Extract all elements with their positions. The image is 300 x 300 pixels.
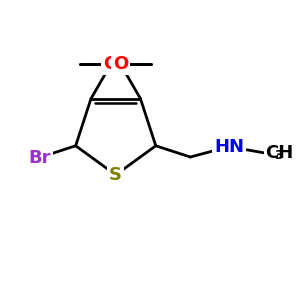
Text: HN: HN xyxy=(214,138,244,156)
Text: S: S xyxy=(109,166,122,184)
Text: O: O xyxy=(113,55,128,73)
Text: CH: CH xyxy=(265,144,293,162)
Text: O: O xyxy=(103,55,119,73)
Text: Br: Br xyxy=(28,148,51,166)
Text: 3: 3 xyxy=(274,149,283,162)
